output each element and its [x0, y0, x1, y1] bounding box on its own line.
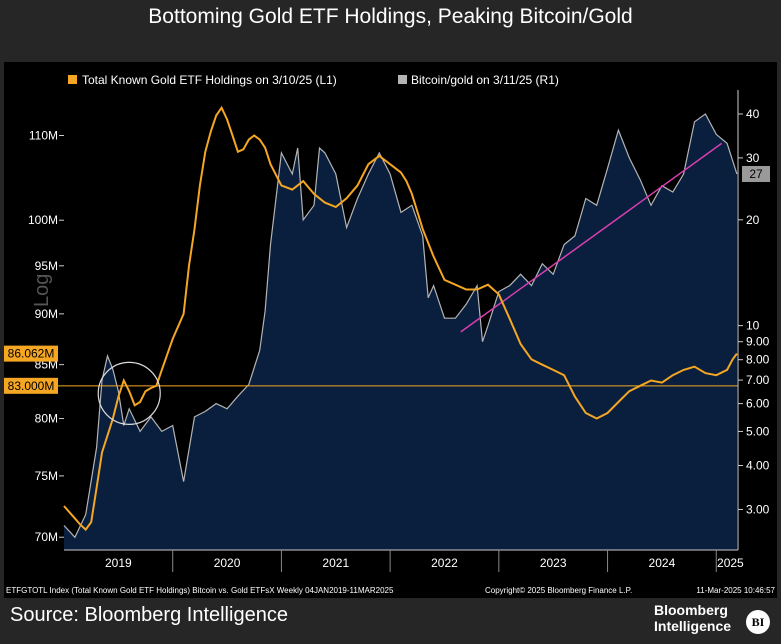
left-axis-scale-label: Log: [31, 274, 53, 307]
reference-line-badge: [4, 377, 58, 394]
footnote-left: ETFGTOTL Index (Total Known Gold ETF Hol…: [6, 586, 394, 595]
x-axis-tick-label: 2025: [717, 556, 744, 570]
legend-label-gold: Total Known Gold ETF Holdings on 3/10/25…: [82, 73, 337, 87]
left-axis-tick-label: 90M: [35, 307, 58, 321]
right-axis-tick-label: 10: [746, 319, 760, 333]
last-value-badge-gold: [4, 345, 58, 362]
brand-name: Bloomberg Intelligence: [654, 602, 731, 634]
right-axis-tick-label: 40: [746, 107, 760, 121]
series-area-bitcoin-gold: [64, 114, 737, 550]
legend-label-bitcoin-gold: Bitcoin/gold on 3/11/25 (R1): [411, 73, 559, 87]
x-axis-tick-label: 2024: [649, 556, 676, 570]
right-axis-tick-label: 30: [746, 151, 760, 165]
bi-logo-icon: BI: [746, 610, 770, 634]
last-value-badge-bitcoin-gold: [742, 165, 770, 182]
x-axis-tick-label: 2020: [214, 556, 241, 570]
left-axis-tick-label: 80M: [35, 412, 58, 426]
series-line-bitcoin-gold: [63, 113, 738, 539]
plot-area: 110M100M95M90M85M80M75M70M403020109.008.…: [4, 90, 770, 572]
last-value-label-bitcoin-gold: 27: [749, 167, 763, 181]
x-axis-tick-label: 2019: [105, 556, 132, 570]
left-axis-tick-label: 95M: [35, 259, 58, 273]
right-axis-tick-label: 8.00: [746, 353, 770, 367]
legend-swatch-bitcoin-gold: [398, 75, 407, 84]
right-axis-tick-label: 7.00: [746, 373, 770, 387]
series-line-gold-etf: [63, 105, 738, 532]
left-axis-tick-label: 75M: [35, 469, 58, 483]
footnote-right: 11-Mar-2025 10:46:57: [696, 586, 775, 595]
right-axis-tick-label: 4.00: [746, 459, 770, 473]
right-axis-tick-label: 5.00: [746, 424, 770, 438]
last-value-label-gold: 86.062M: [8, 347, 55, 361]
highlight-circle: [97, 361, 161, 425]
right-axis-tick-label: 3.00: [746, 502, 770, 516]
right-axis-tick-label: 20: [746, 213, 760, 227]
source-text: Source: Bloomberg Intelligence: [10, 604, 288, 626]
chart-svg: Total Known Gold ETF Holdings on 3/10/25…: [4, 73, 781, 595]
footnote-middle: Copyright© 2025 Bloomberg Finance L.P.: [485, 586, 632, 595]
x-axis-tick-label: 2023: [540, 556, 567, 570]
left-axis-tick-label: 100M: [28, 213, 58, 227]
right-axis-tick-label: 6.00: [746, 397, 770, 411]
chart-title: Bottoming Gold ETF Holdings, Peaking Bit…: [148, 5, 633, 28]
brand-line-1: Bloomberg: [654, 602, 728, 618]
left-axis-tick-label: 110M: [29, 129, 58, 143]
x-axis-tick-label: 2022: [431, 556, 458, 570]
reference-line-label: 83.000M: [8, 379, 55, 393]
left-axis-tick-label: 70M: [35, 530, 58, 544]
brand-line-2: Intelligence: [654, 618, 732, 634]
trendline: [460, 142, 723, 333]
chart-frame: Total Known Gold ETF Holdings on 3/10/25…: [4, 62, 781, 598]
right-axis-tick-label: 9.00: [746, 335, 770, 349]
x-axis-tick-label: 2021: [322, 556, 349, 570]
legend-swatch-gold: [68, 75, 77, 84]
